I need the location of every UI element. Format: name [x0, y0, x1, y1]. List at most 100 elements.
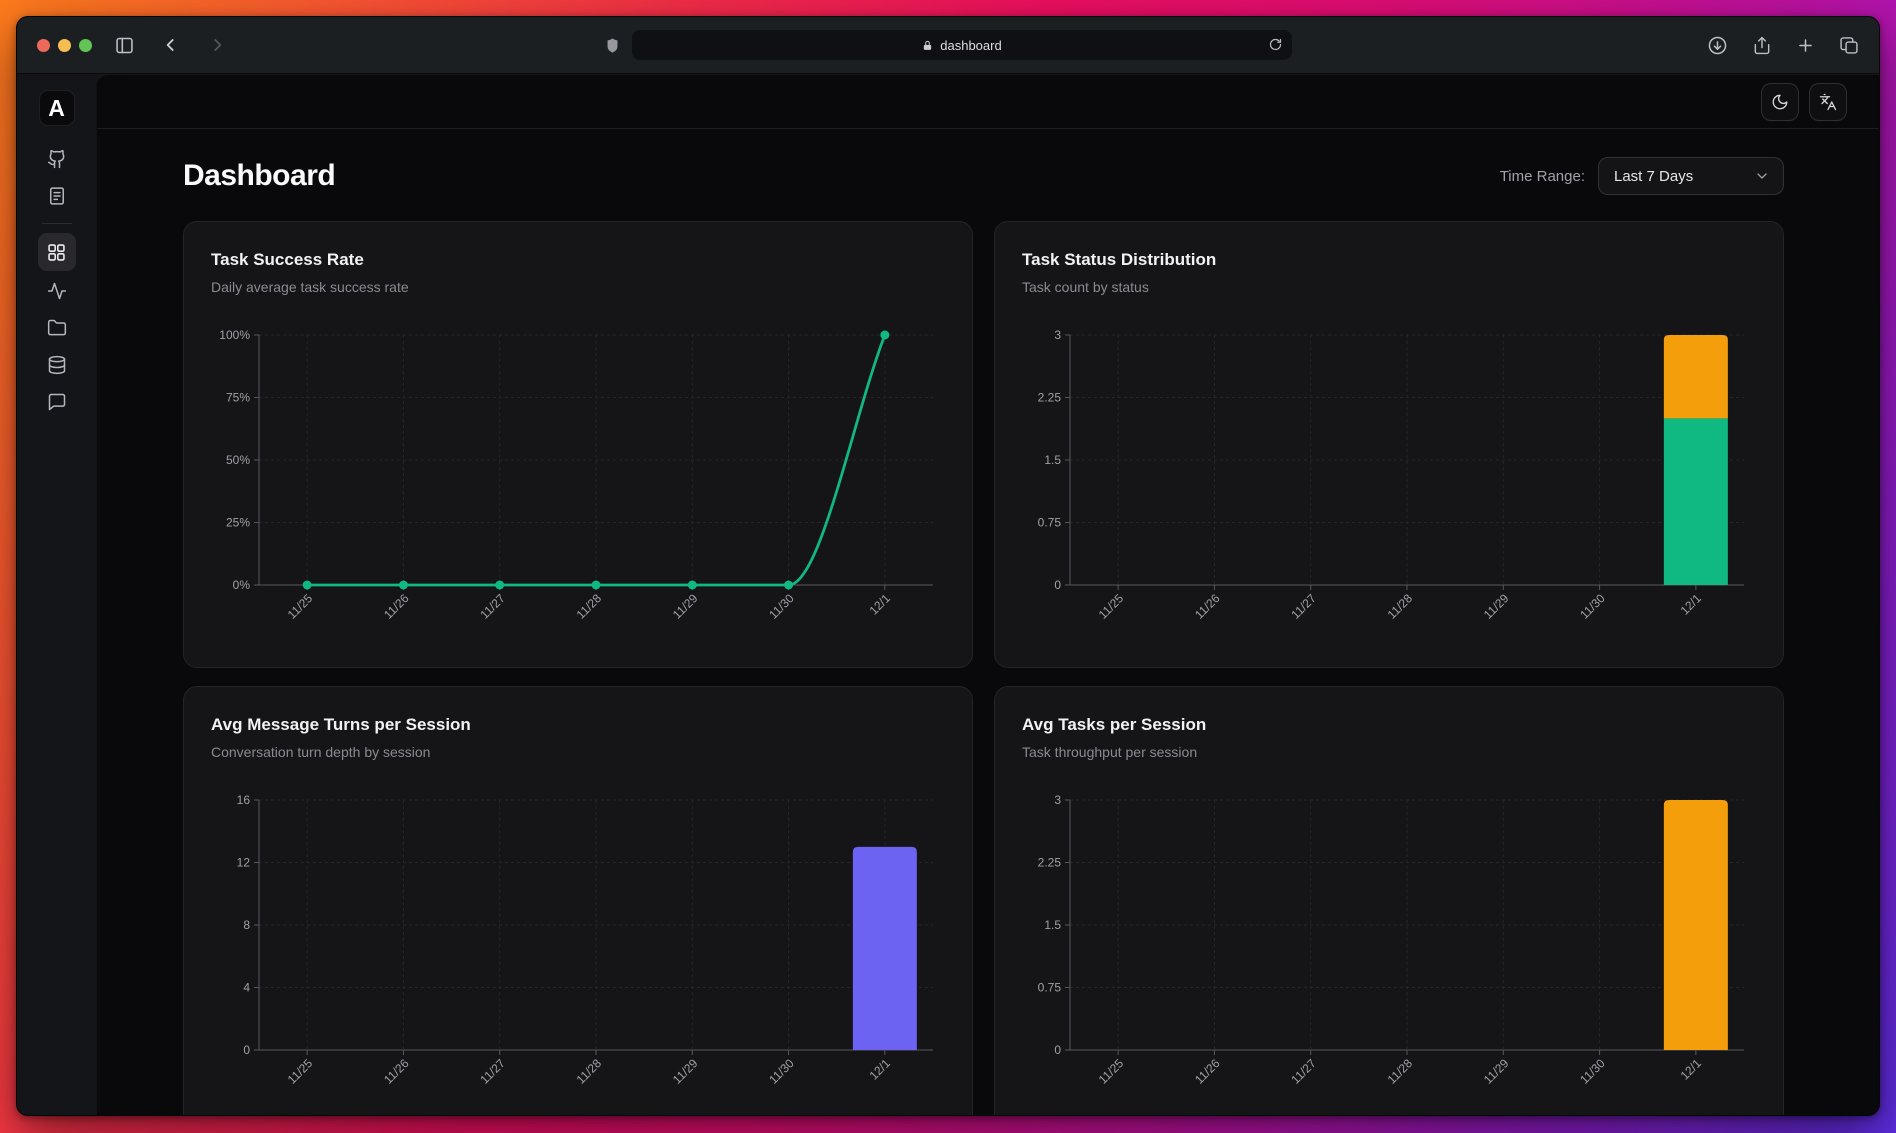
svg-text:11/26: 11/26	[1192, 591, 1223, 622]
svg-text:11/30: 11/30	[766, 591, 797, 622]
svg-text:0.75: 0.75	[1038, 981, 1062, 995]
svg-text:11/29: 11/29	[1481, 591, 1512, 622]
app-logo[interactable]: A	[38, 90, 75, 126]
svg-text:11/26: 11/26	[1192, 1056, 1223, 1087]
svg-text:11/25: 11/25	[1096, 1056, 1127, 1087]
reload-button[interactable]	[1268, 37, 1283, 52]
tabs-icon	[1839, 35, 1859, 55]
layout-grid-icon	[46, 242, 67, 263]
privacy-shield-icon[interactable]	[604, 36, 621, 55]
page-title: Dashboard	[183, 159, 336, 192]
svg-text:11/30: 11/30	[766, 1056, 797, 1087]
address-bar[interactable]: dashboard	[632, 30, 1292, 60]
theme-toggle-button[interactable]	[1761, 82, 1799, 121]
main-panel: Dashboard Time Range: Last 7 Days Task S…	[96, 74, 1879, 1115]
sidebar-item-files[interactable]	[40, 311, 74, 345]
svg-text:11/28: 11/28	[574, 591, 605, 622]
moon-icon	[1771, 93, 1789, 111]
line-chart-task-success-rate: 0% 25% 50% 75% 100% 11/25 11/26 11/27 11/28 11/29…	[219, 328, 933, 622]
svg-text:12/1: 12/1	[1678, 591, 1705, 618]
svg-text:11/29: 11/29	[670, 591, 701, 622]
share-button[interactable]	[1752, 35, 1772, 56]
traffic-lights	[37, 38, 92, 52]
close-button[interactable]	[37, 38, 50, 52]
chevron-left-icon	[161, 35, 181, 55]
svg-text:11/25: 11/25	[1096, 591, 1127, 622]
svg-text:11/26: 11/26	[381, 591, 412, 622]
browser-toolbar: dashboard	[17, 17, 1879, 74]
svg-text:12/1: 12/1	[1678, 1056, 1705, 1083]
svg-text:11/29: 11/29	[1481, 1056, 1512, 1087]
svg-text:75%: 75%	[226, 391, 250, 405]
sidebar-item-github[interactable]	[40, 142, 74, 176]
app-shell: A	[17, 74, 1879, 1115]
card-title: Avg Tasks per Session	[1022, 715, 1207, 734]
new-tab-button[interactable]	[1796, 36, 1815, 55]
sidebar-item-chat[interactable]	[40, 385, 74, 419]
card-title: Task Status Distribution	[1022, 250, 1217, 269]
time-range-label: Time Range:	[1499, 167, 1585, 185]
sidebar: A	[17, 74, 96, 1115]
sidebar-item-dashboard[interactable]	[37, 233, 76, 271]
svg-text:11/28: 11/28	[1385, 591, 1416, 622]
sidebar-item-docs[interactable]	[40, 179, 74, 213]
svg-text:11/30: 11/30	[1577, 1056, 1608, 1087]
downloads-button[interactable]	[1707, 35, 1728, 56]
svg-text:11/27: 11/27	[477, 591, 508, 622]
svg-text:0.75: 0.75	[1038, 516, 1062, 530]
forward-button[interactable]	[207, 35, 227, 55]
svg-text:12/1: 12/1	[867, 591, 894, 618]
svg-text:12/1: 12/1	[867, 1056, 894, 1083]
share-icon	[1752, 35, 1772, 56]
stacked-bar-chart-task-status: 0 0.75 1.5 2.25 3 11/25 11/26 11/27 11/28 11/29 11…	[1038, 328, 1744, 622]
back-button[interactable]	[161, 35, 181, 55]
chart-card-avg-tasks-per-session: Avg Tasks per Session Task throughput pe…	[994, 686, 1784, 1115]
tab-overview-button[interactable]	[1839, 35, 1859, 55]
notebook-icon	[47, 186, 67, 206]
svg-text:1.5: 1.5	[1044, 453, 1061, 467]
zoom-button[interactable]	[79, 38, 92, 52]
svg-text:50%: 50%	[226, 453, 250, 467]
svg-text:11/25: 11/25	[285, 1056, 316, 1087]
panel-left-icon	[114, 35, 135, 56]
svg-text:100%: 100%	[219, 328, 250, 342]
svg-text:11/28: 11/28	[1385, 1056, 1416, 1087]
svg-text:11/29: 11/29	[670, 1056, 701, 1087]
svg-text:11/30: 11/30	[1577, 591, 1608, 622]
svg-text:11/26: 11/26	[381, 1056, 412, 1087]
github-icon	[47, 149, 67, 169]
dashboard-content: Dashboard Time Range: Last 7 Days Task S…	[97, 129, 1879, 1115]
languages-icon	[1819, 93, 1837, 111]
minimize-button[interactable]	[58, 38, 71, 52]
plus-icon	[1796, 36, 1815, 55]
svg-text:2.25: 2.25	[1038, 856, 1062, 870]
sidebar-item-activity[interactable]	[40, 274, 74, 308]
lock-icon	[922, 39, 933, 52]
svg-text:4: 4	[243, 981, 250, 995]
folder-icon	[47, 318, 67, 338]
svg-text:0: 0	[1054, 578, 1061, 592]
svg-text:11/28: 11/28	[574, 1056, 605, 1087]
card-subtitle: Conversation turn depth by session	[211, 744, 431, 760]
sidebar-item-database[interactable]	[40, 348, 74, 382]
bar-chart-avg-tasks: 0 0.75 1.5 2.25 3 11/25 11/26 11/27 11/28 11/29 11…	[1038, 793, 1744, 1087]
svg-text:12: 12	[237, 856, 251, 870]
svg-text:16: 16	[237, 793, 251, 807]
chart-card-task-success-rate: Task Success Rate Daily average task suc…	[183, 221, 973, 668]
time-range-select[interactable]: Last 7 Days	[1598, 157, 1784, 195]
language-toggle-button[interactable]	[1809, 82, 1847, 121]
sidebar-toggle-button[interactable]	[114, 35, 135, 56]
svg-text:11/27: 11/27	[1288, 591, 1319, 622]
svg-text:1.5: 1.5	[1044, 918, 1061, 932]
charts-grid: Task Success Rate Daily average task suc…	[183, 221, 1879, 1115]
card-subtitle: Task count by status	[1022, 279, 1149, 295]
svg-text:3: 3	[1054, 328, 1061, 342]
activity-icon	[47, 281, 67, 301]
chevron-down-icon	[1754, 168, 1770, 184]
browser-window: dashboard A	[16, 16, 1880, 1116]
card-title: Avg Message Turns per Session	[211, 715, 471, 734]
download-circle-icon	[1707, 35, 1728, 56]
message-square-icon	[47, 392, 67, 412]
svg-text:2.25: 2.25	[1038, 391, 1062, 405]
